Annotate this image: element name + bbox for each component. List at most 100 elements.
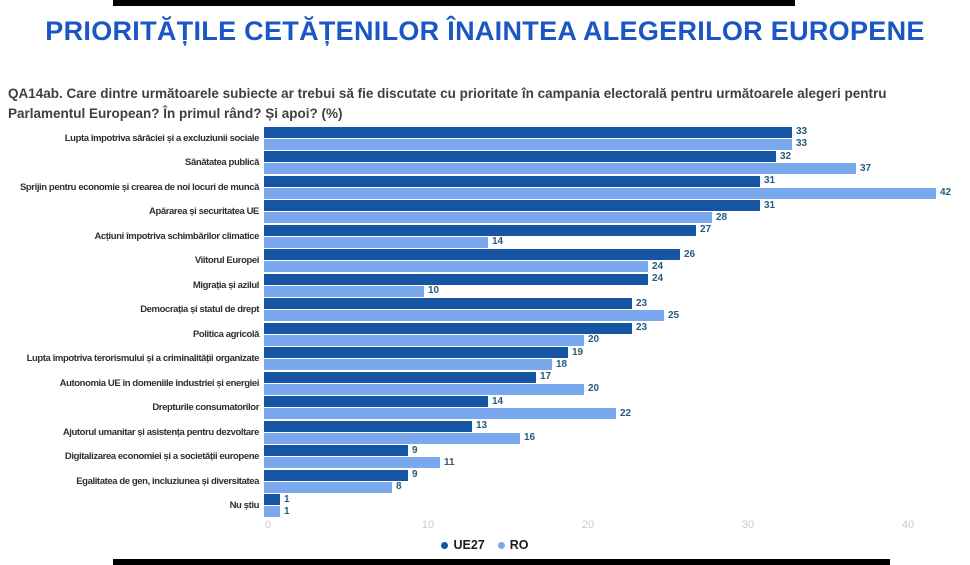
value-label: 13 — [476, 420, 488, 432]
bar-group: 24 10 — [264, 273, 970, 297]
category-label: Lupta împotriva sărăciei și a excluziuni… — [64, 132, 260, 144]
value-label: 17 — [540, 371, 552, 383]
bar-ue27 — [264, 200, 760, 212]
chart-row: Ajutorul umanitar și asistența pentru de… — [0, 420, 970, 445]
bar-ro — [264, 506, 280, 518]
bar-ro — [264, 481, 392, 493]
category-label: Drepturile consumatorilor — [152, 402, 259, 414]
bar-group: 13 16 — [264, 420, 970, 444]
bar-line: 33 — [264, 138, 970, 150]
value-label: 10 — [428, 285, 440, 297]
value-label: 18 — [556, 358, 568, 370]
bar-ro — [264, 187, 936, 199]
chart-row: Autonomia UE în domeniile industriei și … — [0, 371, 970, 396]
value-label: 31 — [764, 199, 776, 211]
bar-line: 9 — [264, 444, 970, 457]
bar-ue27 — [264, 371, 536, 383]
bar-line: 17 — [264, 371, 970, 383]
value-label: 9 — [412, 469, 418, 481]
bar-line: 9 — [264, 469, 970, 481]
bar-group: 31 28 — [264, 199, 970, 224]
value-label: 1 — [284, 505, 290, 517]
bar-line: 37 — [264, 162, 970, 175]
bar-ro — [264, 261, 648, 273]
category-label: Lupta împotriva terorismului și a crimin… — [26, 353, 260, 365]
category-label: Sprijin pentru economie și crearea de no… — [19, 181, 259, 193]
x-axis: 0 10 20 30 40 — [0, 519, 970, 533]
bar-line: 20 — [264, 334, 970, 346]
value-label: 28 — [716, 211, 728, 223]
bar-ro — [264, 457, 440, 469]
bar-line: 24 — [264, 261, 970, 273]
category-label: Nu știu — [229, 500, 260, 512]
bar-line: 32 — [264, 150, 970, 163]
bar-group: 23 25 — [264, 298, 970, 322]
bar-line: 16 — [264, 432, 970, 444]
bar-line: 8 — [264, 481, 970, 493]
bar-line: 11 — [264, 456, 970, 469]
legend-item-ro: RO — [497, 538, 529, 552]
bar-ro — [264, 163, 856, 175]
value-label: 8 — [396, 481, 402, 493]
bar-group: 14 22 — [264, 395, 970, 420]
x-axis-tick: 0 — [264, 519, 272, 531]
chart-row: Politica agricolă 23 20 — [0, 322, 970, 347]
bar-line: 18 — [264, 358, 970, 371]
bar-group: 31 42 — [264, 175, 970, 199]
bar-ro — [264, 310, 664, 322]
bar-group: 17 20 — [264, 371, 970, 395]
category-label: Autonomia UE în domeniile industriei și … — [59, 377, 260, 389]
bar-line: 31 — [264, 175, 970, 187]
legend-dot-icon — [497, 541, 505, 549]
value-label: 14 — [492, 236, 504, 248]
bar-ro — [264, 432, 520, 444]
bar-ro — [264, 359, 552, 371]
bar-line: 28 — [264, 211, 970, 224]
chart-row: Sănătatea publică 32 37 — [0, 151, 970, 176]
bar-group: 32 37 — [264, 150, 970, 175]
bar-ue27 — [264, 249, 680, 261]
bottom-black-strip — [113, 559, 890, 565]
category-label: Apărarea și securitatea UE — [149, 206, 259, 218]
bar-group: 19 18 — [264, 347, 970, 371]
bar-group: 27 14 — [264, 224, 970, 248]
value-label: 20 — [588, 383, 600, 395]
bar-line: 23 — [264, 298, 970, 310]
chart-row: Drepturile consumatorilor 14 22 — [0, 396, 970, 421]
x-axis-tick: 30 — [741, 519, 755, 531]
legend-label: RO — [509, 538, 529, 552]
value-label: 33 — [796, 126, 808, 138]
category-label: Egalitatea de gen, incluziunea și divers… — [76, 475, 259, 487]
value-label: 9 — [412, 444, 418, 456]
chart-row: Lupta împotriva sărăciei și a excluziuni… — [0, 126, 970, 151]
value-label: 1 — [284, 493, 290, 505]
legend-item-ue27: UE27 — [441, 538, 485, 552]
bar-ue27 — [264, 396, 488, 408]
bar-line: 1 — [264, 493, 970, 506]
value-label: 14 — [492, 395, 504, 407]
legend-label: UE27 — [453, 538, 485, 552]
value-label: 42 — [940, 187, 952, 199]
value-label: 23 — [636, 322, 648, 334]
bar-ro — [264, 408, 616, 420]
value-label: 37 — [860, 162, 872, 174]
chart-row: Nu știu 1 1 — [0, 494, 970, 519]
value-label: 24 — [652, 273, 664, 285]
bar-ro — [264, 236, 488, 248]
bar-ro — [264, 212, 712, 224]
value-label: 11 — [444, 456, 455, 468]
bar-ue27 — [264, 469, 408, 481]
bar-ue27 — [264, 273, 648, 285]
chart-row: Sprijin pentru economie și crearea de no… — [0, 175, 970, 200]
chart-row: Egalitatea de gen, incluziunea și divers… — [0, 469, 970, 494]
value-label: 20 — [588, 334, 600, 346]
value-label: 32 — [780, 150, 792, 162]
bar-line: 19 — [264, 347, 970, 359]
bar-ue27 — [264, 347, 568, 359]
bar-ue27 — [264, 445, 408, 457]
bar-ro — [264, 138, 792, 150]
x-axis-tick: 20 — [581, 519, 595, 531]
category-label: Politica agricolă — [192, 328, 259, 340]
category-label: Sănătatea publică — [185, 157, 259, 169]
